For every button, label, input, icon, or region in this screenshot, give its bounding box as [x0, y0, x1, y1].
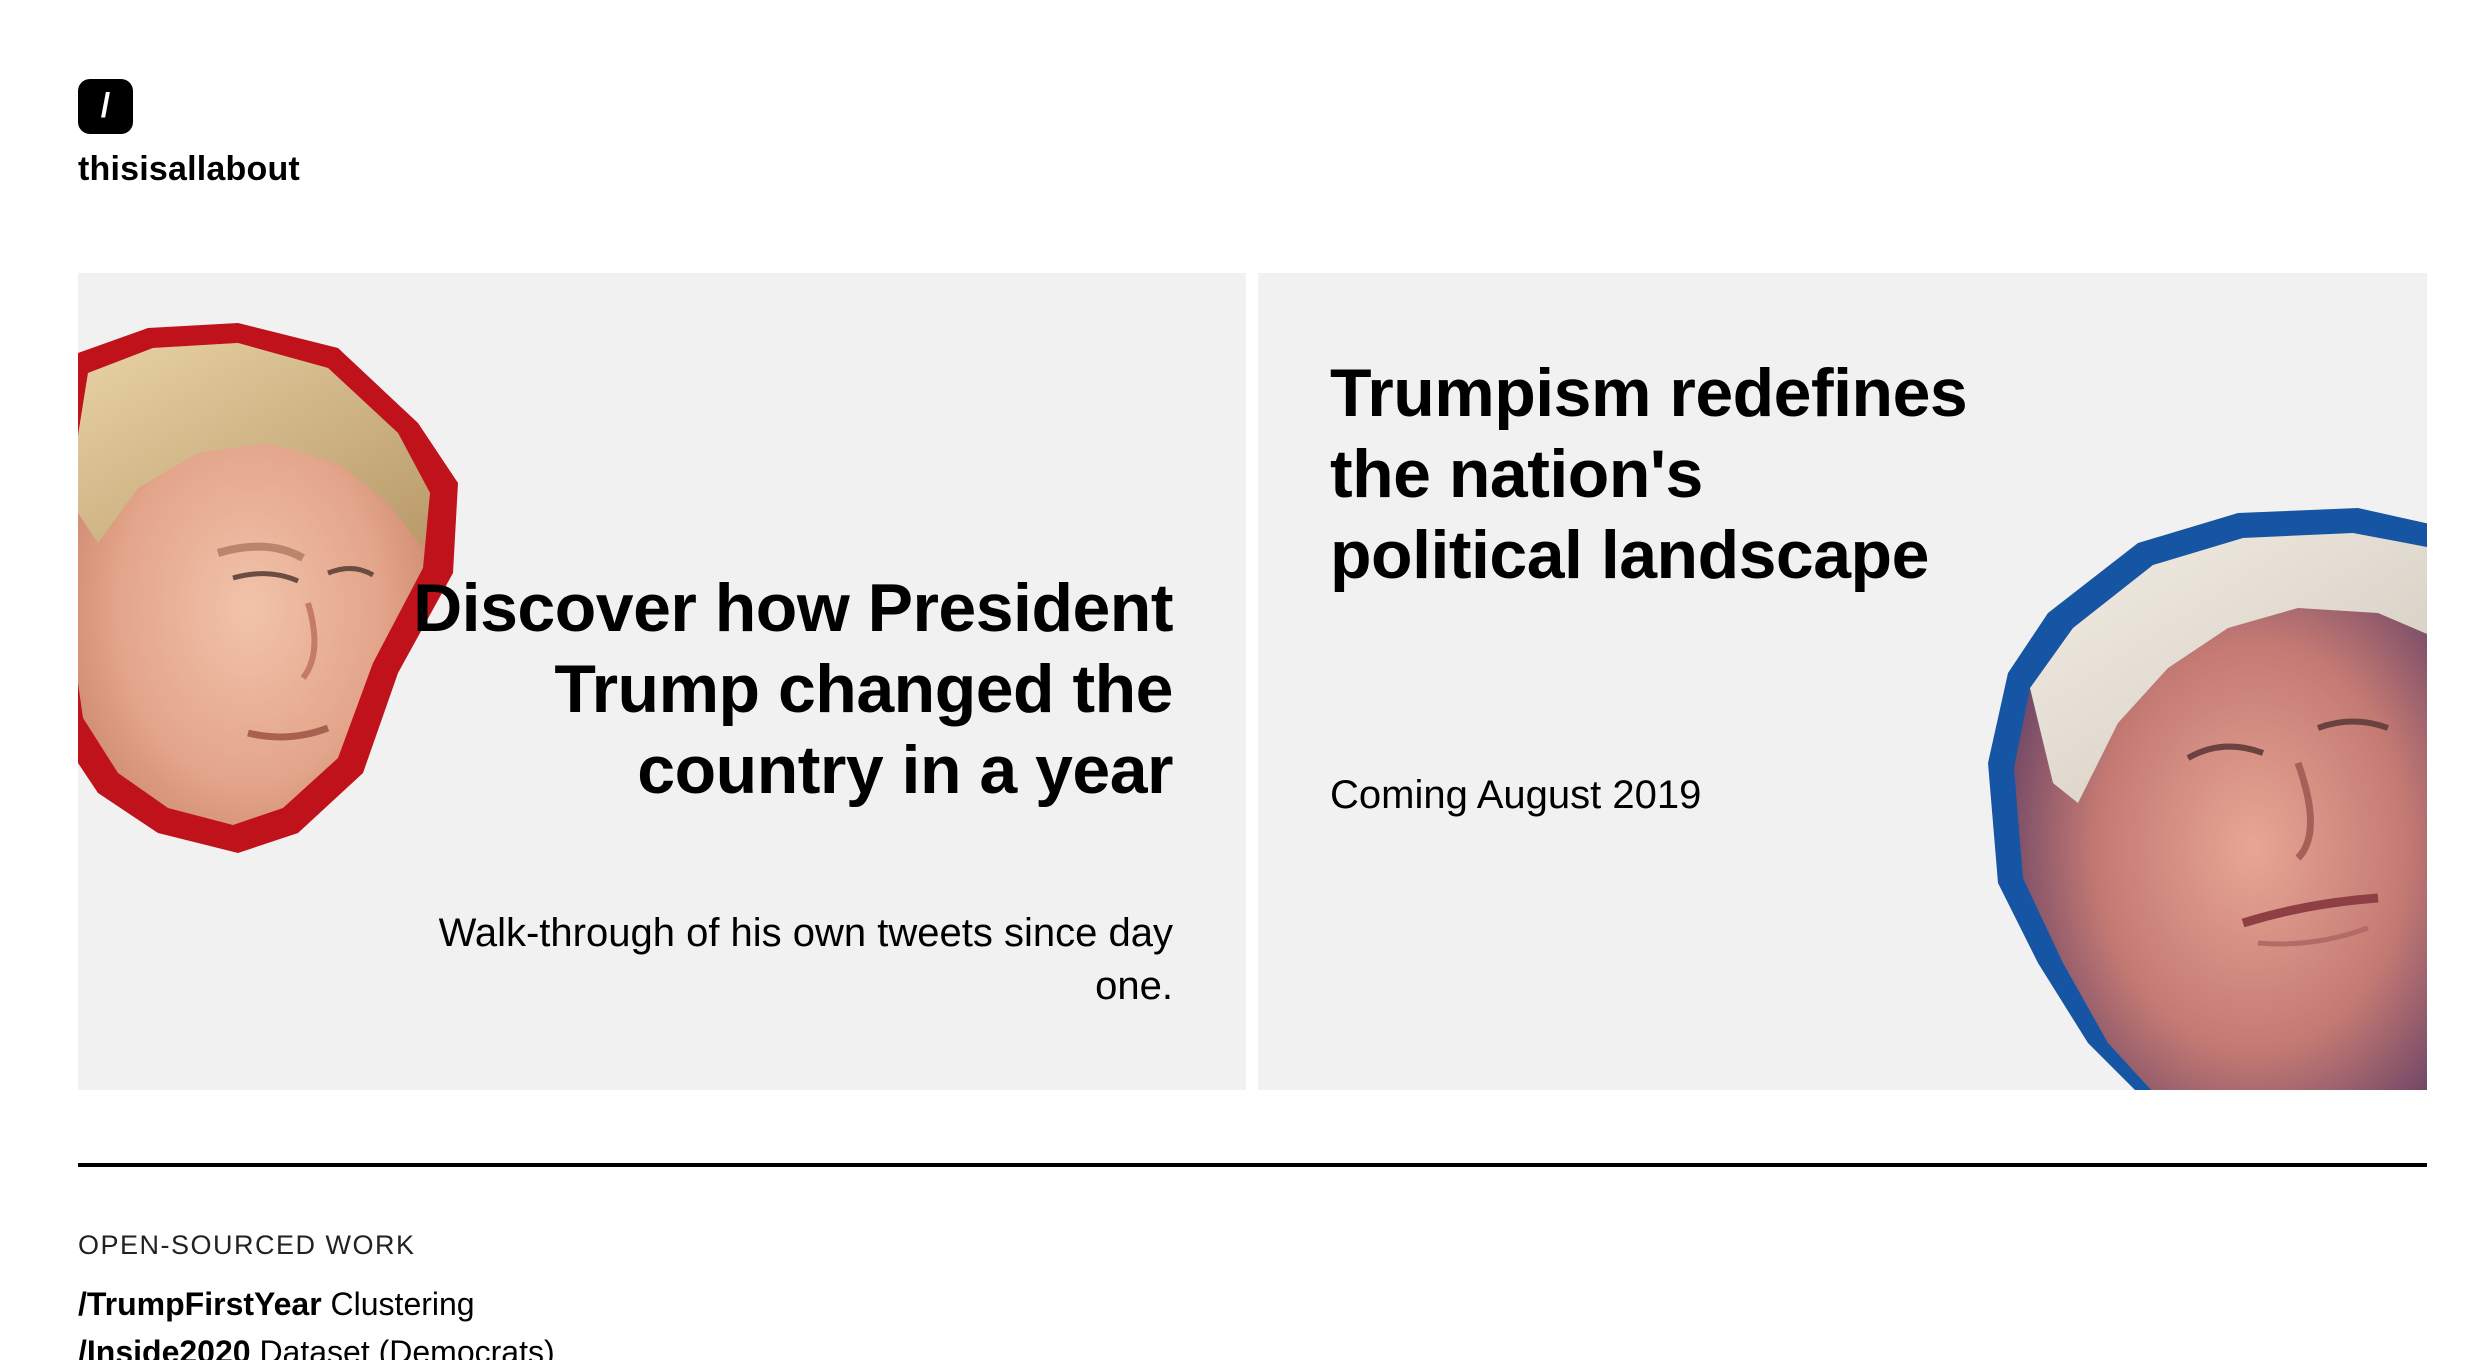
logo-badge[interactable]: /: [78, 79, 133, 134]
portrait-left-image: [78, 323, 458, 853]
work-list: /TrumpFirstYear Clustering /Inside2020 D…: [78, 1280, 555, 1360]
work-item-name[interactable]: /Inside2020: [78, 1334, 251, 1360]
card-headline: Trumpism redefines the nation's politica…: [1330, 355, 1968, 593]
work-item-name[interactable]: /TrumpFirstYear: [78, 1286, 322, 1322]
section-divider: [78, 1163, 2427, 1167]
work-item-trumpfirstyear[interactable]: /TrumpFirstYear Clustering: [78, 1280, 555, 1328]
section-label: OPEN-SOURCED WORK: [78, 1230, 416, 1260]
feature-card-trump-first-year[interactable]: Discover how President Trump changed the…: [78, 273, 1246, 1090]
work-item-desc: Dataset (Democrats): [250, 1334, 555, 1360]
card-headline: Discover how President Trump changed the…: [413, 570, 1173, 808]
work-item-desc: Clustering: [321, 1286, 475, 1322]
portrait-right-image: [1988, 508, 2427, 1090]
work-item-inside2020[interactable]: /Inside2020 Dataset (Democrats): [78, 1328, 555, 1360]
card-subline: Coming August 2019: [1330, 773, 1702, 817]
card-subline: Walk-through of his own tweets since day…: [438, 911, 1173, 1008]
site-name[interactable]: thisisallabout: [78, 150, 300, 188]
feature-card-trumpism[interactable]: Trumpism redefines the nation's politica…: [1258, 273, 2427, 1090]
